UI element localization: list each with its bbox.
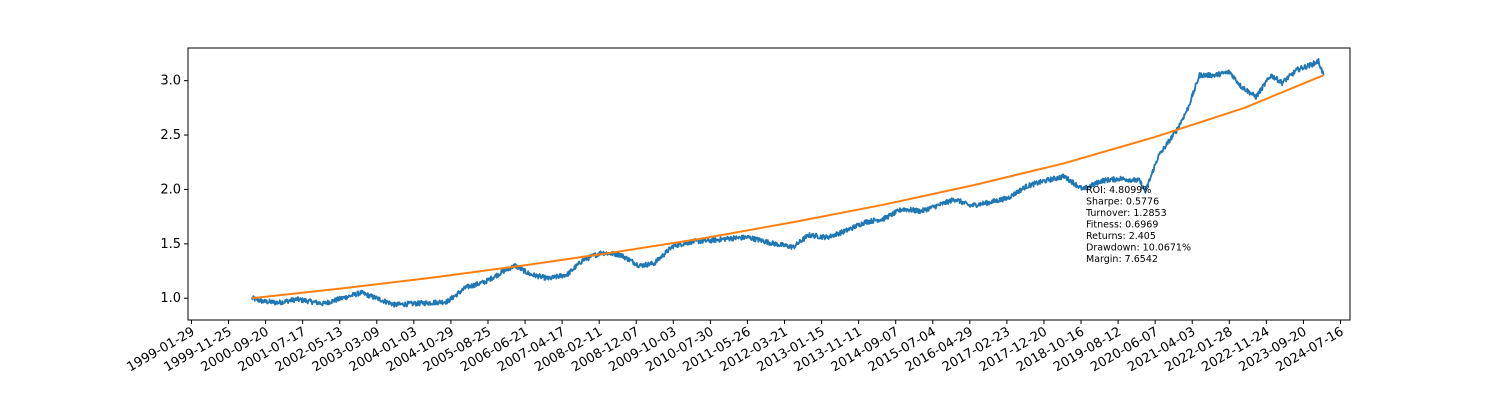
y-tick-label: 1.5	[160, 237, 181, 252]
stats-annotation-line: Margin: 7.6542	[1086, 254, 1158, 265]
stats-annotation-line: Sharpe: 0.5776	[1086, 197, 1159, 208]
series-line-2	[251, 74, 1324, 300]
stats-annotation-line: ROI: 4.8099%	[1086, 185, 1151, 196]
stats-annotation-line: Turnover: 1.2853	[1085, 208, 1167, 219]
axes-frame	[187, 47, 1351, 321]
y-tick-label: 1.0	[160, 291, 181, 306]
series-line-1	[251, 58, 1325, 308]
y-tick-label: 3.0	[160, 74, 181, 89]
stats-annotation-line: Fitness: 0.6969	[1086, 220, 1158, 231]
stats-annotation-line: Drawdown: 10.0671%	[1086, 243, 1191, 254]
y-tick-label: 2.0	[160, 182, 181, 197]
y-tick-label: 2.5	[160, 128, 181, 143]
stats-annotation-line: Returns: 2.405	[1086, 231, 1156, 242]
plot-area	[251, 58, 1325, 308]
